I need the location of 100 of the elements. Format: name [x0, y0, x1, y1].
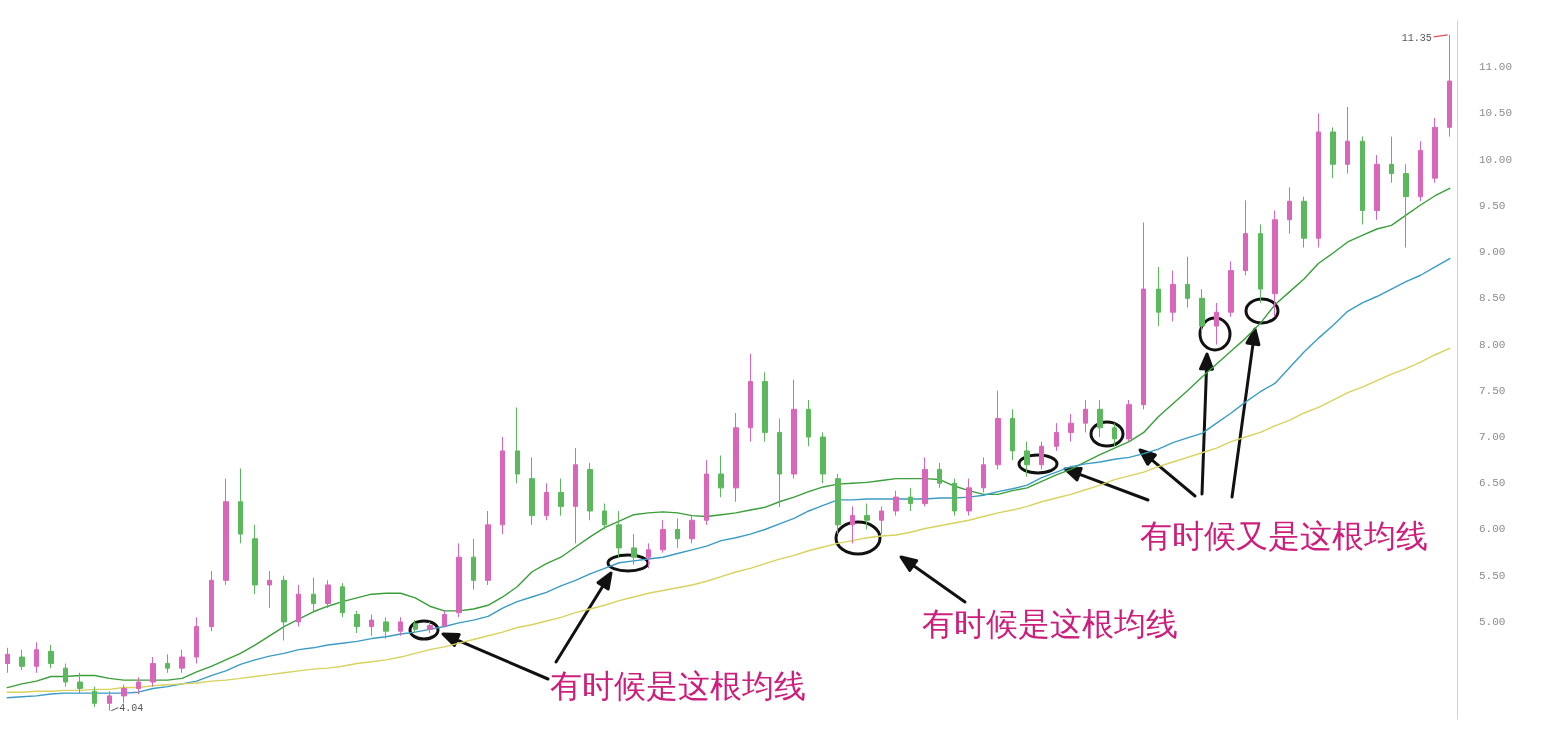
candlestick	[544, 482, 549, 521]
candlestick	[179, 649, 185, 674]
candlestick	[748, 353, 753, 443]
y-tick-label: 7.50	[1479, 384, 1506, 397]
candlestick	[340, 582, 345, 618]
candlestick	[471, 538, 476, 591]
candlestick	[1141, 222, 1146, 410]
candlestick	[485, 510, 491, 586]
candlestick	[354, 610, 360, 634]
candlestick	[5, 647, 10, 674]
candlestick	[1112, 422, 1117, 447]
annotation: 有时候又是这根均线	[1140, 517, 1428, 555]
candlestick	[1097, 399, 1103, 438]
candlestick	[820, 431, 826, 484]
candlestick	[77, 672, 83, 695]
candlestick	[1243, 199, 1248, 276]
y-tick-label: 10.00	[1479, 153, 1513, 166]
candlestick	[1024, 441, 1030, 478]
candlestick	[573, 447, 578, 544]
candlestick	[631, 533, 637, 566]
candlestick	[835, 473, 841, 535]
candlestick	[1054, 422, 1059, 452]
candlestick	[252, 524, 258, 595]
y-tick-label: 6.00	[1479, 523, 1506, 536]
candlestick	[456, 542, 462, 618]
candlestick	[1039, 441, 1044, 470]
candlestick	[136, 676, 141, 695]
candlestick	[1258, 223, 1263, 304]
candlestick	[194, 616, 199, 665]
candlestick	[660, 519, 666, 554]
candlestick	[1010, 408, 1015, 461]
annotation: 11.35	[1401, 32, 1432, 44]
y-tick-label: 9.00	[1479, 246, 1506, 259]
candlestick	[500, 436, 505, 535]
candlestick	[733, 412, 739, 503]
candlestick	[1185, 256, 1190, 309]
candlestick	[1389, 136, 1394, 184]
candlestick	[427, 621, 433, 634]
candlestick	[1360, 136, 1365, 225]
candlestick	[19, 649, 25, 671]
candlestick	[718, 455, 724, 498]
candlestick	[1447, 34, 1452, 138]
candlestick	[1345, 106, 1350, 175]
candlestick	[704, 459, 709, 526]
candlestick	[1316, 112, 1321, 248]
candlestick	[267, 570, 272, 609]
y-tick-label: 10.50	[1479, 107, 1513, 120]
candlestick	[1126, 399, 1132, 443]
candlestick	[646, 542, 651, 569]
candlestick	[777, 418, 782, 508]
annotation: 有时候是这根均线	[922, 605, 1178, 643]
candlestick	[1170, 270, 1176, 322]
candlestick	[966, 478, 972, 517]
y-tick-label: 7.00	[1479, 431, 1506, 444]
candlestick	[762, 371, 768, 443]
candlestick	[1374, 154, 1380, 221]
candlestick	[995, 390, 1001, 470]
candlestick	[1301, 196, 1307, 248]
candlestick	[1199, 288, 1205, 336]
candlestick	[209, 570, 214, 632]
candlestick	[223, 478, 229, 586]
candlestick	[1403, 163, 1409, 248]
y-tick-label: 6.50	[1479, 477, 1506, 490]
candlestick	[92, 686, 97, 708]
candlestick	[121, 684, 127, 704]
candlestick	[587, 462, 593, 521]
candlestick	[383, 616, 389, 640]
candlestick	[165, 653, 170, 674]
candlestick	[893, 490, 899, 517]
candlestick	[529, 456, 535, 526]
y-tick-label: 8.00	[1479, 338, 1506, 351]
candlestick	[1083, 399, 1088, 433]
candlestick	[1228, 260, 1234, 318]
candlestick	[879, 505, 884, 535]
candlestick	[63, 663, 68, 688]
candlestick	[413, 619, 418, 634]
candlestick	[515, 406, 520, 484]
candlestick	[675, 517, 680, 549]
candlestick	[791, 379, 797, 480]
candlestick	[922, 456, 928, 507]
candlestick	[1287, 186, 1292, 235]
candlestick	[616, 510, 622, 558]
candlestick	[981, 456, 986, 493]
candlestick	[311, 577, 316, 614]
y-tick-label: 5.50	[1479, 569, 1506, 582]
candlestick	[1330, 126, 1336, 179]
candlestick	[281, 575, 287, 641]
candlestick	[952, 478, 957, 517]
annotation: 有时候是这根均线	[550, 667, 806, 705]
candlestick	[558, 478, 564, 517]
candlestick	[1272, 210, 1278, 318]
y-tick-label: 5.00	[1479, 615, 1506, 628]
candlestick	[806, 399, 811, 447]
candlestick	[296, 584, 301, 628]
candlestick	[442, 610, 447, 628]
candlestick	[398, 616, 403, 637]
candlestick	[937, 462, 942, 489]
candlestick	[150, 656, 156, 688]
candlestick	[325, 579, 331, 609]
candlestick	[1156, 266, 1161, 327]
